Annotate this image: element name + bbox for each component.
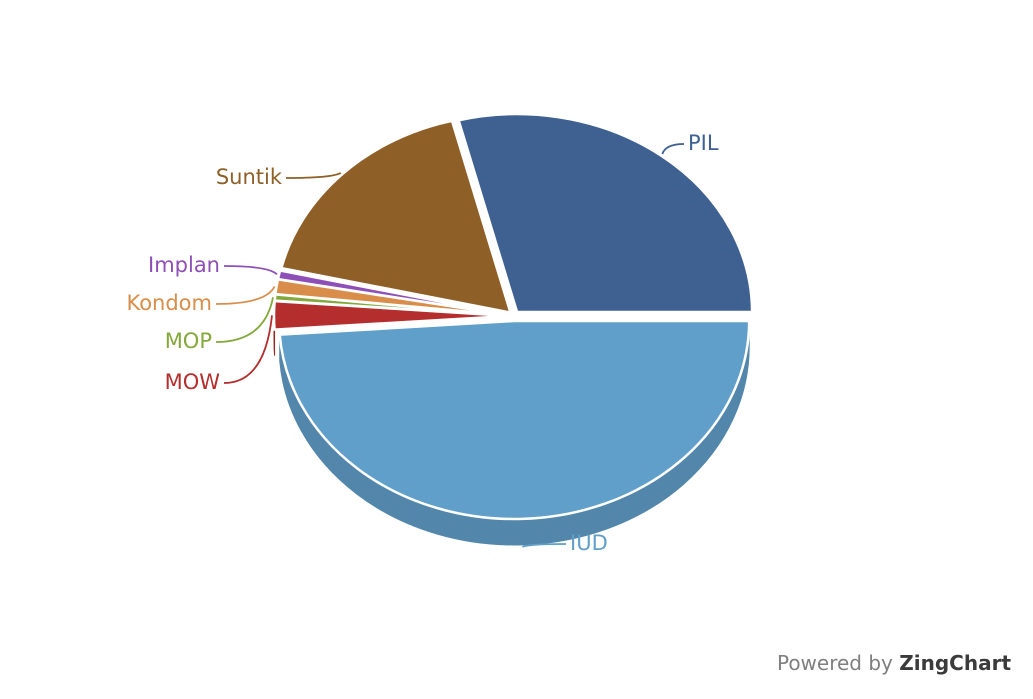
label-mow: MOW xyxy=(165,370,221,394)
connector-kondom xyxy=(215,286,276,305)
label-mop: MOP xyxy=(165,329,212,353)
connector-iud xyxy=(521,543,567,548)
connector-implan xyxy=(223,265,278,276)
connector-mop xyxy=(215,297,274,343)
connector-pil xyxy=(661,143,685,155)
slice-suntik[interactable] xyxy=(280,119,512,314)
slice-pil[interactable] xyxy=(457,112,754,314)
label-implan: Implan xyxy=(148,253,220,277)
slice-iud[interactable] xyxy=(278,319,751,521)
credit-brand: ZingChart xyxy=(899,651,1011,675)
slice-implan[interactable] xyxy=(276,269,511,317)
connector-mow xyxy=(223,315,273,384)
label-iud: IUD xyxy=(570,531,608,555)
credit-prefix: Powered by xyxy=(776,651,893,675)
label-suntik: Suntik xyxy=(216,165,283,189)
label-pil: PIL xyxy=(688,131,719,155)
zingchart-credit[interactable]: Powered by ZingChart xyxy=(777,651,1011,675)
connector-suntik xyxy=(285,172,342,179)
label-kondom: Kondom xyxy=(126,291,212,315)
